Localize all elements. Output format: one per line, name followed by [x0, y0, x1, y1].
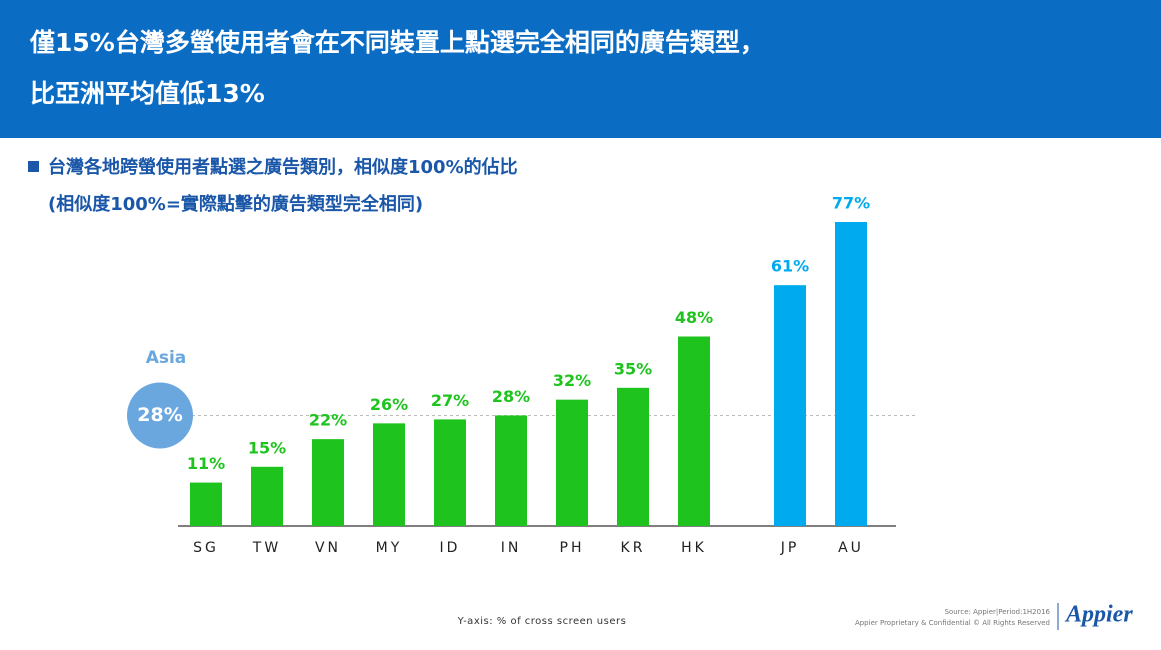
x-tick-label: JP: [780, 540, 800, 556]
value-label: 48%: [675, 308, 713, 327]
bar: [495, 415, 527, 526]
x-tick-label: IN: [501, 540, 522, 556]
legal: Appier Proprietary & Confidential © All …: [855, 619, 1050, 627]
x-tick-label: KR: [621, 540, 646, 556]
x-tick-label: HK: [681, 540, 707, 556]
chart-subtitle: (相似度100%=實際點擊的廣告類型完全相同): [48, 193, 423, 215]
title-line: 比亞洲平均值低13%: [30, 79, 265, 108]
value-label: 35%: [614, 359, 652, 378]
value-label: 26%: [370, 395, 408, 414]
x-tick-label: VN: [315, 540, 341, 556]
bar: [312, 439, 344, 526]
value-label: 61%: [771, 257, 809, 276]
value-label: 77%: [832, 194, 870, 213]
x-tick-label: SG: [193, 540, 219, 556]
y-axis-note: Y-axis: % of cross screen users: [457, 616, 627, 627]
value-label: 28%: [492, 387, 530, 406]
x-tick-label: AU: [838, 540, 864, 556]
reference-badge: [127, 382, 193, 449]
logo: Appier: [1064, 602, 1133, 628]
source: Source: Appier|Period:1H2016: [944, 608, 1050, 616]
bar: [434, 419, 466, 526]
bar: [774, 285, 806, 526]
x-tick-label: ID: [440, 540, 461, 556]
reference-label: Asia: [146, 348, 187, 368]
bar: [835, 222, 867, 526]
value-label: 27%: [431, 391, 469, 410]
chart-title: 台灣各地跨螢使用者點選之廣告類別，相似度100%的佔比: [48, 156, 518, 178]
x-tick-label: TW: [252, 540, 281, 556]
value-label: 22%: [309, 411, 347, 430]
bar: [251, 466, 283, 526]
x-tick-label: PH: [560, 540, 585, 556]
x-tick-label: MY: [376, 540, 403, 556]
title-line: 僅15%台灣多螢使用者會在不同裝置上點選完全相同的廣告類型，: [29, 28, 765, 57]
bar: [678, 336, 710, 526]
value-label: 32%: [553, 371, 591, 390]
header-band: [0, 0, 1161, 138]
bullet: [28, 161, 39, 172]
bar: [617, 387, 649, 526]
bar: [373, 423, 405, 526]
bar: [190, 482, 222, 526]
reference-value: 28%: [137, 404, 182, 426]
value-label: 11%: [187, 454, 225, 473]
bar: [556, 399, 588, 526]
value-label: 15%: [248, 438, 286, 457]
